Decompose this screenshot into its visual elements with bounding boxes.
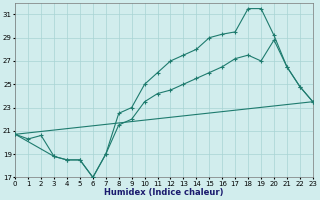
- X-axis label: Humidex (Indice chaleur): Humidex (Indice chaleur): [104, 188, 224, 197]
